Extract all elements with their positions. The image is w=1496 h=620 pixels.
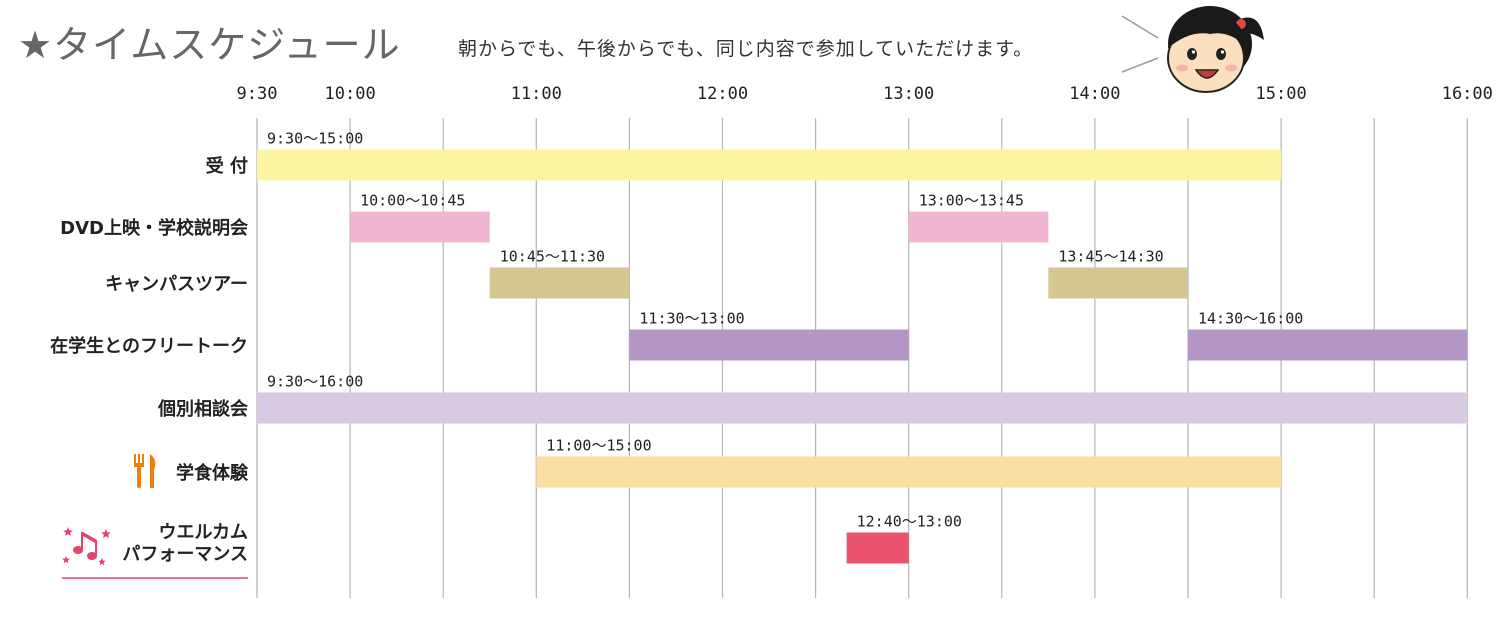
row-label-6-line1: パフォーマンス xyxy=(122,544,248,565)
bar-row2-1 xyxy=(1048,267,1188,299)
bar-row5-0 xyxy=(536,456,1282,488)
row-label-2: キャンパスツアー xyxy=(105,274,248,295)
tick-label-1: 10:00 xyxy=(325,84,376,104)
mascot-girl-icon xyxy=(1121,6,1264,93)
bar-row1-1 xyxy=(908,211,1049,243)
row-label-0: 受 付 xyxy=(206,155,248,177)
bar-row6-0 xyxy=(846,532,909,564)
bar-label-row4-0: 9:30〜16:00 xyxy=(267,373,363,391)
row-label-5: 学食体験 xyxy=(176,462,249,484)
bar-label-row1-1: 13:00〜13:45 xyxy=(919,192,1024,210)
bar-label-row2-0: 10:45〜11:30 xyxy=(500,248,605,266)
time-axis: 9:30 10:00 11:00 12:00 13:00 14:00 15:00 16:00 xyxy=(237,84,1493,104)
tick-label-2: 11:00 xyxy=(511,84,562,104)
bar-row2-0 xyxy=(489,267,630,299)
row-label-4: 個別相談会 xyxy=(157,398,248,420)
bar-label-row2-1: 13:45〜14:30 xyxy=(1058,248,1163,266)
tick-label-4: 13:00 xyxy=(883,84,934,104)
music-notes-stars-icon xyxy=(62,527,111,566)
bar-label-row6-0: 12:40〜13:00 xyxy=(857,513,962,531)
page-subtitle: 朝からでも、午後からでも、同じ内容で参加していただけます。 xyxy=(458,38,1034,60)
bar-label-row5-0: 11:00〜15:00 xyxy=(546,437,651,455)
tick-label-5: 14:00 xyxy=(1069,84,1120,104)
tick-label-7: 16:00 xyxy=(1442,84,1493,104)
schedule-bars: 9:30〜15:00 10:00〜10:45 13:00〜13:45 10:45〜11… xyxy=(257,130,1468,564)
bar-label-row0-0: 9:30〜15:00 xyxy=(267,130,363,148)
bar-row0-0 xyxy=(257,149,1282,181)
bar-row4-0 xyxy=(257,392,1468,424)
fork-knife-icon xyxy=(134,454,156,488)
bar-label-row3-1: 14:30〜16:00 xyxy=(1198,310,1303,328)
bar-label-row3-0: 11:30〜13:00 xyxy=(639,310,744,328)
row-label-1: DVD上映・学校説明会 xyxy=(60,217,248,239)
bar-row1-0 xyxy=(350,211,490,243)
tick-label-3: 12:00 xyxy=(697,84,748,104)
row-labels: 受 付 DVD上映・学校説明会キャンパスツアー在学生とのフリートーク個別相談会学食… xyxy=(50,155,249,579)
tick-label-6: 15:00 xyxy=(1256,84,1307,104)
bar-row3-0 xyxy=(629,329,909,361)
row-label-6-line0: ウエルカム xyxy=(159,522,248,543)
row-label-3: 在学生とのフリートーク xyxy=(50,335,248,357)
bar-row3-1 xyxy=(1188,329,1468,361)
bar-label-row1-0: 10:00〜10:45 xyxy=(360,192,465,210)
tick-label-0: 9:30 xyxy=(237,84,278,104)
page-title: ★タイムスケジュール xyxy=(18,23,401,67)
